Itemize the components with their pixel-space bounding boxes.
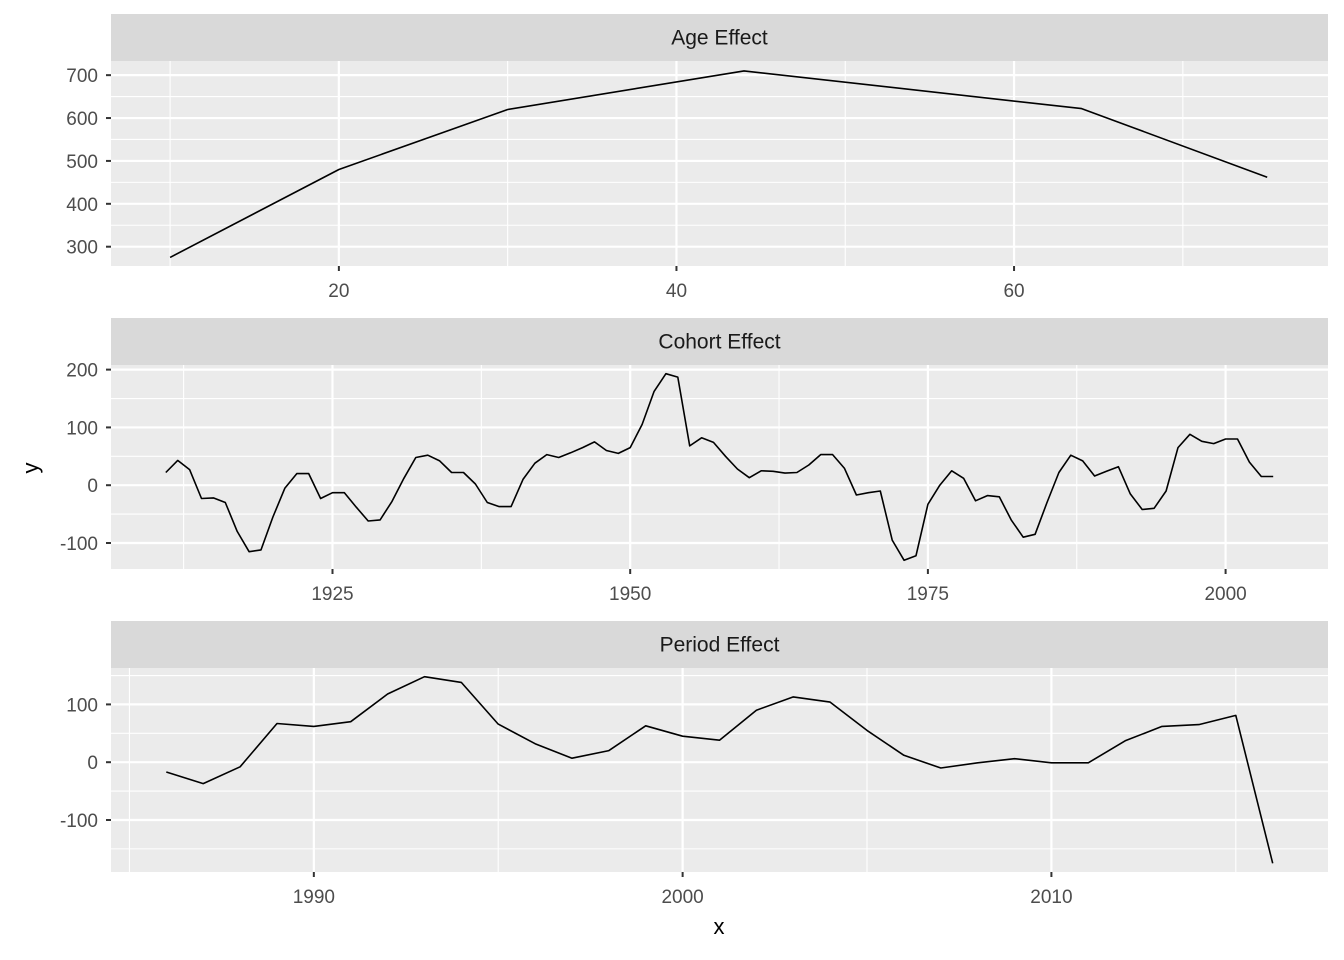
facet-panel: Age Effect 300 400 500 600 700 20 40 60 (66, 14, 1328, 302)
y-axis-title: y (18, 462, 43, 474)
y-tick-label: 300 (66, 238, 98, 259)
facet-strip (111, 318, 1328, 365)
facet-panel: Period Effect -100 0 100 1990 2000 2010 (60, 621, 1328, 908)
x-tick-label: 40 (666, 281, 687, 302)
facet-title: Cohort Effect (658, 331, 780, 354)
y-tick-label: 100 (66, 418, 98, 439)
x-tick-label: 2000 (1204, 584, 1246, 605)
y-tick-label: -100 (60, 811, 98, 832)
plot-background (111, 668, 1328, 872)
x-tick-label: 1990 (293, 887, 335, 908)
facet-strip (111, 14, 1328, 61)
y-tick-label: 500 (66, 152, 98, 173)
series-line (166, 675, 1274, 864)
y-tick-label: 200 (66, 361, 98, 382)
y-tick-label: 600 (66, 109, 98, 130)
series-line (165, 372, 1274, 562)
facet-strip (111, 621, 1328, 668)
x-tick-label: 2000 (661, 887, 703, 908)
plot-background (111, 61, 1328, 266)
facet-panel: Cohort Effect -100 0 100 200 1925 1950 1975 2000 (60, 318, 1328, 605)
x-axis-title: x (713, 914, 725, 939)
x-tick-label: 60 (1003, 281, 1024, 302)
y-tick-label: 400 (66, 195, 98, 216)
x-tick-label: 20 (328, 281, 349, 302)
y-tick-label: 0 (87, 476, 98, 497)
facet-title: Age Effect (671, 27, 768, 50)
y-tick-label: -100 (60, 534, 98, 555)
facet-title: Period Effect (660, 634, 780, 657)
plot-background (111, 365, 1328, 569)
x-tick-label: 1950 (609, 584, 651, 605)
x-tick-label: 1925 (311, 584, 353, 605)
y-tick-label: 100 (66, 695, 98, 716)
x-tick-label: 1975 (907, 584, 949, 605)
y-tick-label: 700 (66, 66, 98, 87)
x-tick-label: 2010 (1030, 887, 1072, 908)
y-tick-label: 0 (87, 753, 98, 774)
series-line (169, 70, 1268, 259)
